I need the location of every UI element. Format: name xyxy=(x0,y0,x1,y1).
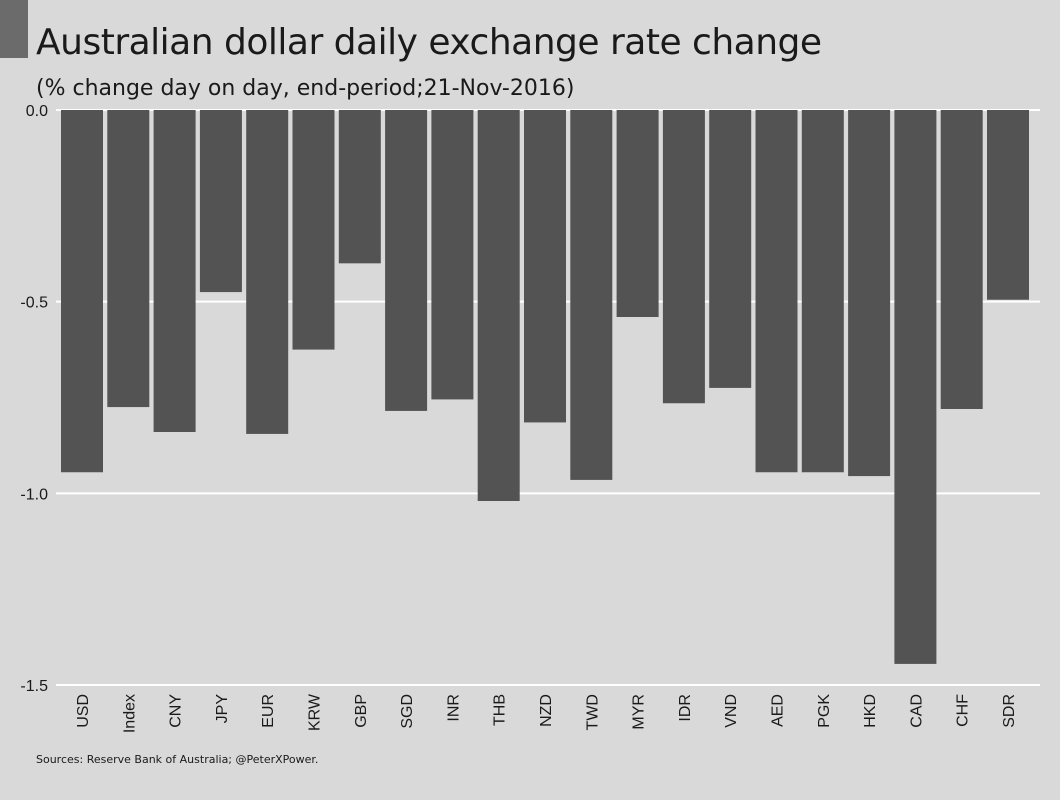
bar-usd xyxy=(61,110,103,473)
x-tick-label-index: Index xyxy=(121,694,138,733)
bar-sdr xyxy=(987,110,1029,300)
x-axis-tick-labels: USD Index CNY JPY EUR KRW GBP SGD INR THB NZD TWD MY… xyxy=(75,693,1018,733)
x-tick-label-sdr: SDR xyxy=(1001,694,1018,728)
x-tick-label-usd: USD xyxy=(75,694,92,728)
y-axis-tick-labels: 0.0 -0.5 -1.0 -1.5 xyxy=(20,103,48,695)
x-tick-label-hkd: HKD xyxy=(862,694,879,728)
bar-index xyxy=(107,110,150,408)
x-tick-label-jpy: JPY xyxy=(214,694,231,724)
bar-myr xyxy=(616,110,659,317)
x-tick-label-vnd: VND xyxy=(723,694,740,728)
bar-nzd xyxy=(524,110,566,423)
x-tick-label-twd: TWD xyxy=(584,694,601,730)
bar-krw xyxy=(292,110,335,350)
x-tick-label-idr: IDR xyxy=(677,694,694,722)
bar-inr xyxy=(431,110,474,400)
bar-eur xyxy=(246,110,289,434)
x-tick-label-nzd: NZD xyxy=(538,694,555,727)
x-tick-label-eur: EUR xyxy=(260,694,277,728)
bar-cny xyxy=(153,110,196,432)
bar-pgk xyxy=(801,110,844,473)
bar-chf xyxy=(940,110,983,409)
x-tick-label-pgk: PGK xyxy=(816,694,833,728)
x-tick-label-gbp: GBP xyxy=(353,694,370,728)
y-tick-label: -1.0 xyxy=(20,486,48,503)
bar-hkd xyxy=(848,110,891,477)
x-tick-label-sgd: SGD xyxy=(399,694,416,729)
bar-gbp xyxy=(338,110,381,264)
x-tick-label-aed: AED xyxy=(770,694,787,727)
x-tick-label-chf: CHF xyxy=(955,694,972,727)
bar-sgd xyxy=(385,110,428,411)
y-tick-label: -0.5 xyxy=(20,295,48,312)
x-tick-label-cny: CNY xyxy=(168,694,185,728)
bar-aed xyxy=(755,110,798,473)
x-tick-label-cad: CAD xyxy=(908,694,925,728)
bar-jpy xyxy=(199,110,242,293)
chart-subtitle: (% change day on day, end-period;21-Nov-… xyxy=(36,76,575,101)
y-tick-label: 0.0 xyxy=(26,103,48,120)
x-tick-label-myr: MYR xyxy=(631,694,648,730)
bar-twd xyxy=(570,110,613,480)
bar-thb xyxy=(477,110,520,501)
x-tick-label-inr: INR xyxy=(445,694,462,722)
bar-cad xyxy=(894,110,937,664)
x-tick-label-krw: KRW xyxy=(307,693,324,731)
chart-title: Australian dollar daily exchange rate ch… xyxy=(36,22,822,63)
title-accent-block xyxy=(0,0,28,58)
source-note: Sources: Reserve Bank of Australia; @Pet… xyxy=(36,753,319,766)
bar-vnd xyxy=(709,110,752,388)
y-tick-label: -1.5 xyxy=(20,678,48,695)
x-tick-label-thb: THB xyxy=(492,694,509,726)
bar-idr xyxy=(662,110,705,404)
bars xyxy=(61,110,1029,664)
